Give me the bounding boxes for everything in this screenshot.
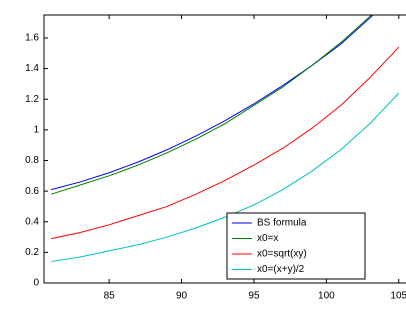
- series-line: [51, 92, 400, 263]
- x-tick-label: 90: [176, 291, 188, 302]
- x-tick-label: 85: [104, 291, 116, 302]
- series-line: [51, 46, 400, 240]
- legend-label: x0=x: [257, 233, 278, 244]
- legend-box: [226, 212, 366, 280]
- plot-area: [51, 15, 400, 263]
- y-tick-label: 0.2: [25, 247, 39, 258]
- legend-label: x0=(x+y)/2: [257, 264, 305, 275]
- axes-box: [43, 14, 406, 284]
- y-tick-label: 0.6: [25, 186, 39, 197]
- x-tick-label: 100: [318, 291, 335, 302]
- y-tick-label: 1.2: [25, 94, 39, 105]
- y-tick-label: 0.8: [25, 155, 39, 166]
- series-line: [51, 15, 373, 195]
- y-tick-label: 1.4: [25, 63, 39, 74]
- y-tick-label: 0.4: [25, 216, 39, 227]
- y-tick-label: 1.6: [25, 33, 39, 44]
- legend: BS formula x0=x x0=sqrt(xy) x0=(x+y)/2: [226, 212, 366, 280]
- legend-label: BS formula: [257, 218, 307, 229]
- x-tick-label: 105: [390, 291, 406, 302]
- x-tick-label: 95: [248, 291, 260, 302]
- axes: 0 0.2 0.4 0.6 0.8 1 1.2 1.4 1.6 85 90 95 100 105 BS fo…: [25, 14, 406, 302]
- y-tick-label: 0: [33, 278, 39, 289]
- series-line: [51, 15, 374, 191]
- y-tick-label: 1: [33, 124, 39, 135]
- legend-label: x0=sqrt(xy): [257, 249, 307, 260]
